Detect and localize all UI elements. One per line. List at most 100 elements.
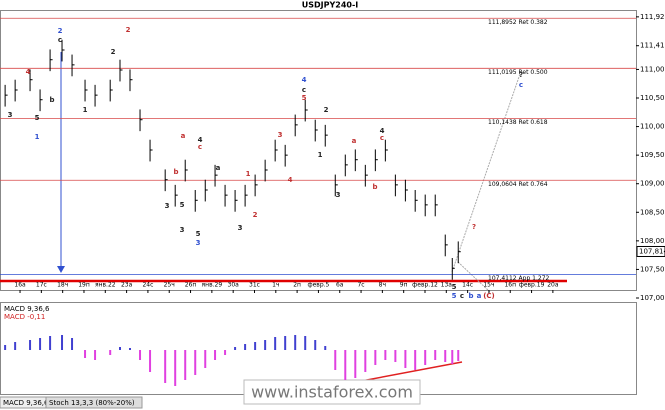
wave-label: 1 xyxy=(318,151,323,159)
x-tick-label: 15ч xyxy=(483,282,494,289)
wave-label: 1 xyxy=(35,133,40,141)
x-tick-label: 16a xyxy=(14,282,26,289)
y-tick-label: 108,500 xyxy=(640,208,665,216)
wave-label: c xyxy=(58,36,62,44)
x-tick-label: янв.22 xyxy=(95,282,116,289)
wave-label: 5 xyxy=(452,292,457,300)
wave-label: (C) xyxy=(483,292,495,300)
x-tick-label: 9п xyxy=(400,282,408,289)
macd-title: MACD 9,36,6 xyxy=(4,305,50,313)
wave-label: b xyxy=(173,168,178,176)
wave-label: 2 xyxy=(111,48,116,56)
watermark-box xyxy=(243,379,421,405)
x-tick-label: 26п xyxy=(185,282,197,289)
wave-label: c xyxy=(380,134,384,142)
wave-label: 3 xyxy=(278,131,283,139)
wave-label: c xyxy=(302,86,306,94)
wave-label: 3 xyxy=(196,239,201,247)
x-tick-label: 31c xyxy=(249,282,260,289)
wave-label: b xyxy=(372,183,377,191)
tab-label[interactable]: MACD 9,36,6 xyxy=(3,399,49,407)
y-tick-label: 109,500 xyxy=(640,151,665,159)
tab-label[interactable]: Stoch 13,3,3 (80%-20%) xyxy=(49,399,135,407)
price-label: 107,814 xyxy=(639,247,665,255)
x-tick-label: 18ч xyxy=(57,282,68,289)
x-tick-label: 2п xyxy=(293,282,301,289)
wave-label: 4 xyxy=(198,136,203,144)
wave-label: 3 xyxy=(180,226,185,234)
wave-label: 2 xyxy=(324,106,329,114)
x-tick-label: 23a xyxy=(121,282,133,289)
y-tick-label: 108,000 xyxy=(640,237,665,245)
y-tick-label: 107,000 xyxy=(640,294,665,302)
level-label: 109,0604 Ret 0.764 xyxy=(488,181,548,188)
level-label: 107,4112 App 1.272 xyxy=(488,275,550,282)
level-label: 111,8952 Ret 0.382 xyxy=(488,19,548,26)
x-tick-label: 7c xyxy=(357,282,364,289)
wave-label: 5 xyxy=(302,94,307,102)
y-tick-label: 110,500 xyxy=(640,94,665,102)
price-box xyxy=(636,245,665,257)
arrow-head xyxy=(57,266,65,273)
x-tick-label: 20a xyxy=(547,282,559,289)
wave-label: ? xyxy=(519,71,523,79)
y-tick-label: 111,920 xyxy=(640,13,665,21)
level-label: 111,0195 Ret 0.500 xyxy=(488,69,548,76)
wave-label: 3 xyxy=(336,191,341,199)
x-tick-label: 6a xyxy=(336,282,344,289)
wave-label: 3 xyxy=(8,111,13,119)
wave-label: 4 xyxy=(26,68,31,76)
x-tick-label: 19п xyxy=(78,282,90,289)
x-tick-label: февр.5 xyxy=(307,282,329,289)
x-tick-label: февр.19 xyxy=(519,282,545,289)
wave-label: a xyxy=(216,164,221,172)
wave-label: 1 xyxy=(246,170,251,178)
wave-label: 5 xyxy=(196,230,201,238)
macd-value: MACD -0,11 xyxy=(4,313,45,321)
wave-label: c xyxy=(198,143,202,151)
wave-label: 4 xyxy=(288,176,293,184)
wave-label: a xyxy=(352,137,357,145)
chart-title: USDJPY240-I xyxy=(302,1,359,10)
y-tick-label: 111,415 xyxy=(640,42,665,50)
x-tick-label: 16п xyxy=(504,282,516,289)
wave-label: ? xyxy=(472,223,476,231)
x-tick-label: янв.29 xyxy=(202,282,223,289)
tab[interactable] xyxy=(45,396,143,409)
x-tick-label: 8ч xyxy=(379,282,386,289)
level-label: 110,1438 Ret 0.618 xyxy=(488,119,548,126)
wave-label: 1 xyxy=(83,106,88,114)
wave-label: 2 xyxy=(126,26,131,34)
wave-label: 2 xyxy=(58,27,63,35)
x-tick-label: 25ч xyxy=(164,282,175,289)
x-tick-label: 1ч xyxy=(272,282,279,289)
wave-label: 3 xyxy=(238,224,243,232)
y-tick-label: 109,000 xyxy=(640,180,665,188)
x-tick-label: 14c xyxy=(462,282,473,289)
x-tick-label: 13a xyxy=(441,282,453,289)
wave-label: b xyxy=(468,292,473,300)
wave-label: 5 xyxy=(35,114,40,122)
wave-label: a xyxy=(477,292,482,300)
watermark: www.instaforex.com xyxy=(251,383,413,402)
wave-label: c xyxy=(519,81,523,89)
projection-line xyxy=(451,73,521,273)
y-tick-label: 111,000 xyxy=(640,65,665,73)
x-tick-label: февр.12 xyxy=(412,282,438,289)
wave-label: b xyxy=(49,96,54,104)
x-tick-label: 24c xyxy=(142,282,153,289)
wave-label: 5 xyxy=(180,201,185,209)
wave-label: c xyxy=(460,292,464,300)
wave-label: 4 xyxy=(380,127,385,135)
x-tick-label: 30a xyxy=(228,282,240,289)
wave-label: 3 xyxy=(165,202,170,210)
y-tick-label: 107,500 xyxy=(640,265,665,273)
x-tick-label: 17c xyxy=(36,282,47,289)
y-tick-label: 110,000 xyxy=(640,123,665,131)
wave-label: 2 xyxy=(253,211,258,219)
wave-label: a xyxy=(181,132,186,140)
projection-line xyxy=(457,261,491,293)
wave-label: 5 xyxy=(452,283,457,291)
